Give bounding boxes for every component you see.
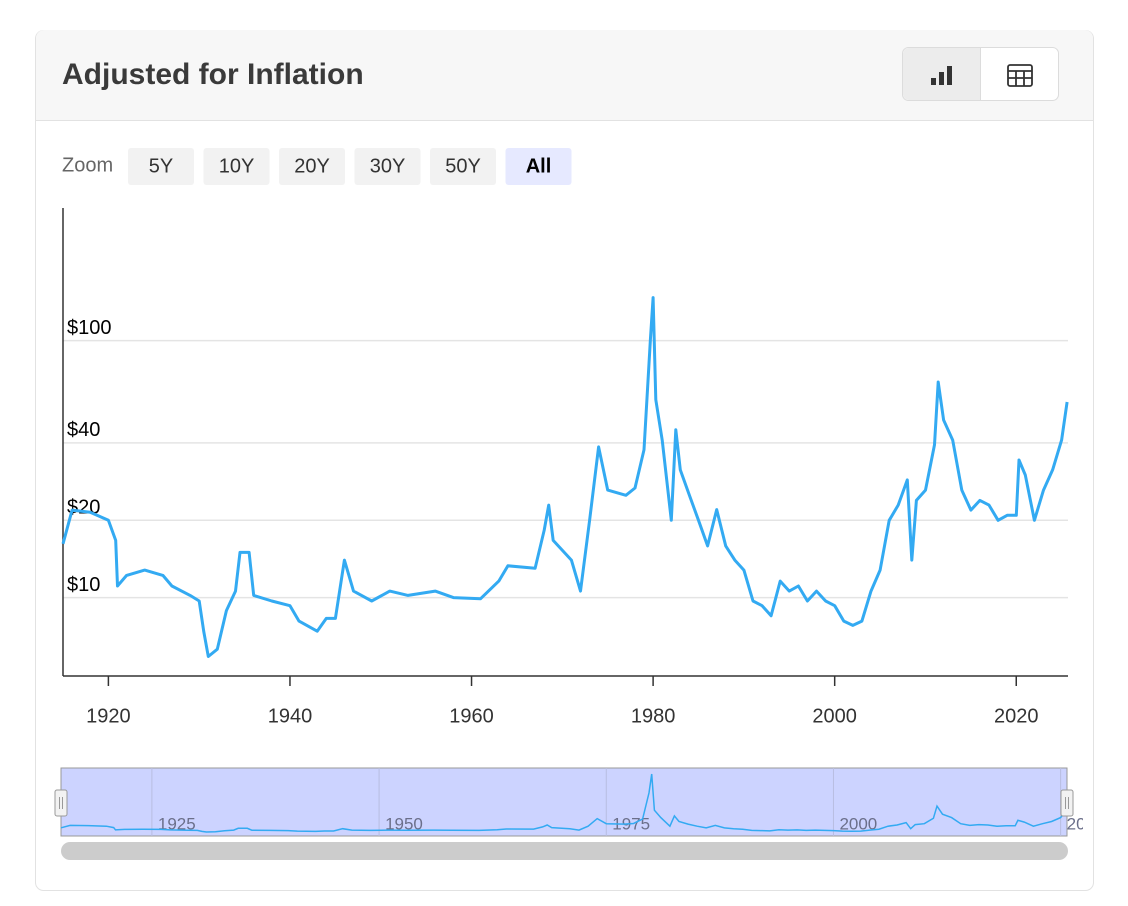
x-tick-label: 1940 <box>268 705 313 727</box>
x-tick-label: 2000 <box>812 705 857 727</box>
navigator-tick-label: 1925 <box>158 814 196 833</box>
x-tick-label: 1960 <box>449 705 494 727</box>
zoom-buttons: 5Y 10Y 20Y 30Y 50Y All <box>128 148 572 185</box>
y-tick-label: $100 <box>67 317 112 339</box>
navigator-handle[interactable] <box>1060 789 1074 817</box>
zoom-button[interactable] <box>203 148 270 185</box>
zoom-button-label: 10Y <box>219 155 255 177</box>
navigator: 19251950197520002025 <box>54 767 1105 860</box>
navigator-selection <box>60 767 1068 837</box>
navigator-tick-label: 1950 <box>385 814 423 833</box>
navigator-tick-label: 2025 <box>1067 814 1105 833</box>
scrollbar[interactable] <box>61 842 1068 860</box>
x-tick-label: 2020 <box>994 705 1039 727</box>
navigator-line <box>60 773 1067 833</box>
y-tick-label: $40 <box>67 419 100 441</box>
zoom-button-label: All <box>526 155 552 177</box>
price-line <box>61 296 1069 658</box>
zoom-button-label: 20Y <box>294 155 330 177</box>
zoom-button[interactable] <box>505 148 572 185</box>
navigator-handle[interactable] <box>54 789 68 817</box>
chart-icon <box>931 66 952 85</box>
x-tick-label: 1920 <box>86 705 131 727</box>
zoom-button-label: 5Y <box>149 155 173 177</box>
x-tick-label: 1980 <box>631 705 676 727</box>
zoom-button[interactable] <box>430 148 496 185</box>
zoom-label: Zoom <box>62 154 113 176</box>
zoom-button-label: 30Y <box>370 155 406 177</box>
zoom-button[interactable] <box>354 148 421 185</box>
zoom-button[interactable] <box>279 148 345 185</box>
table-icon[interactable] <box>1007 64 1033 87</box>
zoom-button[interactable] <box>128 148 194 185</box>
y-tick-label: $10 <box>67 574 100 596</box>
chart-title: Adjusted for Inflation <box>62 58 364 91</box>
zoom-button-label: 50Y <box>445 155 481 177</box>
card-header <box>36 30 1093 120</box>
navigator-tick-label: 2000 <box>839 814 877 833</box>
